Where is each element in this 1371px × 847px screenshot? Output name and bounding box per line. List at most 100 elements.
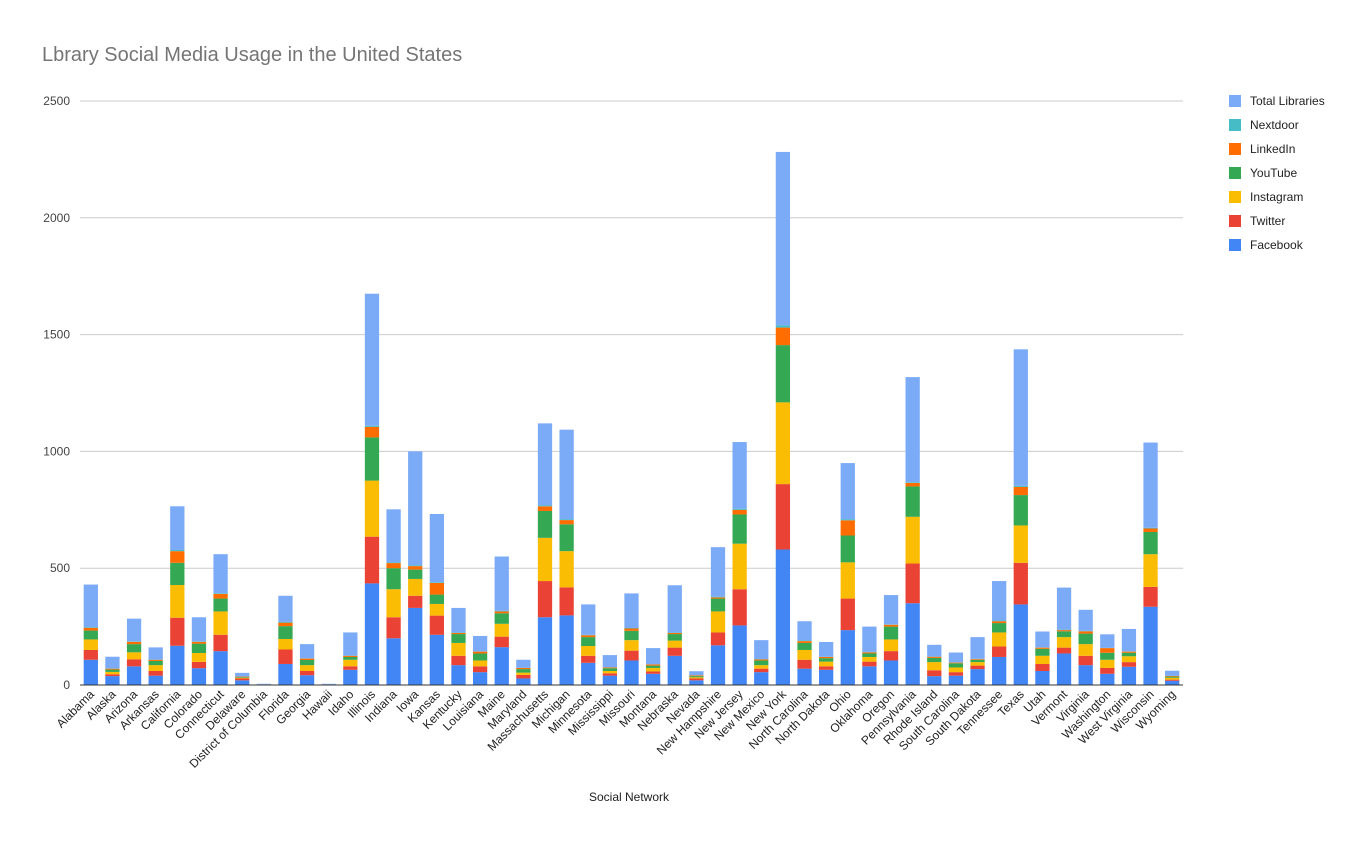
bar-segment — [386, 563, 401, 569]
bar-segment — [364, 536, 380, 584]
bar-segment — [83, 584, 98, 628]
bar-stack — [948, 652, 964, 685]
bar-segment — [494, 613, 509, 624]
bar-segment — [83, 639, 98, 650]
bar-segment — [1121, 651, 1137, 653]
bar-segment — [170, 549, 185, 552]
bar-segment — [386, 638, 401, 685]
bar-segment — [710, 598, 726, 612]
bar-segment — [299, 660, 315, 666]
bar-stack — [689, 671, 704, 685]
bar-segment — [797, 649, 812, 660]
legend: Total Libraries Nextdoor LinkedIn YouTube In… — [1229, 94, 1325, 252]
bar-segment — [278, 649, 293, 664]
bar-segment — [1078, 655, 1093, 666]
bar-segment — [1035, 631, 1050, 648]
bar-segment — [343, 659, 358, 667]
bar-stack — [429, 514, 444, 685]
bar-segment — [883, 626, 899, 640]
bar-segment — [494, 636, 509, 648]
bar-stack — [732, 442, 747, 685]
y-tick-label: 500 — [50, 561, 70, 575]
bar-segment — [992, 623, 1007, 633]
bar-segment — [883, 651, 899, 661]
bar-segment — [645, 648, 661, 665]
bar-segment — [83, 627, 98, 628]
bar-segment — [819, 661, 834, 667]
bar-segment — [1165, 670, 1180, 676]
bar-stack — [235, 672, 250, 685]
bar-segment — [667, 655, 682, 685]
bar-stack — [992, 581, 1007, 685]
bar-segment — [516, 672, 531, 675]
bar-segment — [537, 506, 553, 511]
bar-segment — [1165, 679, 1180, 681]
bar-segment — [559, 429, 574, 520]
bar-segment — [862, 666, 877, 685]
bar-segment — [581, 645, 596, 656]
bar-segment — [1056, 653, 1072, 685]
legend-label: YouTube — [1250, 166, 1297, 180]
bar-segment — [170, 551, 185, 563]
bar-segment — [1035, 670, 1050, 685]
bar-segment — [1078, 633, 1093, 645]
bar-segment — [797, 641, 812, 643]
bar-segment — [1078, 631, 1093, 634]
bar-segment — [559, 520, 574, 525]
bar-segment — [1121, 652, 1137, 657]
bar-segment — [559, 587, 574, 616]
bar-segment — [191, 661, 207, 669]
bar-segment — [105, 669, 120, 672]
bar-segment — [1100, 659, 1115, 668]
legend-label: Instagram — [1250, 190, 1303, 204]
bar-segment — [754, 672, 769, 685]
bar-segment — [213, 634, 228, 652]
bar-segment — [948, 672, 964, 676]
bar-segment — [451, 607, 466, 633]
bar-segment — [148, 670, 163, 676]
bar-segment — [451, 665, 466, 685]
bar-segment — [948, 675, 964, 685]
bar-segment — [537, 510, 553, 538]
bar-segment — [126, 652, 142, 660]
bar-stack — [537, 423, 553, 685]
bar-segment — [992, 646, 1007, 657]
bar-segment — [126, 618, 142, 642]
bar-segment — [927, 656, 942, 658]
y-tick-label: 2500 — [43, 94, 70, 108]
bar-stack — [1056, 587, 1072, 685]
bar-segment — [1143, 554, 1158, 587]
bar-segment — [1100, 634, 1115, 648]
bar-segment — [754, 640, 769, 660]
bar-stack — [1165, 670, 1180, 685]
bar-segment — [883, 639, 899, 652]
bar-segment — [408, 451, 423, 566]
bar-segment — [1121, 662, 1137, 667]
bar-stack — [213, 554, 228, 685]
bar-segment — [278, 595, 293, 622]
bar-segment — [1165, 676, 1180, 678]
bar-stack — [840, 463, 855, 685]
bar-segment — [667, 634, 682, 641]
bar-segment — [797, 668, 812, 685]
bar-segment — [170, 617, 185, 646]
legend-label: Total Libraries — [1250, 94, 1325, 108]
bar-stack — [83, 584, 98, 685]
bar-segment — [235, 672, 250, 677]
bar-segment — [1143, 531, 1158, 555]
bar-segment — [992, 620, 1007, 622]
bar-segment — [1056, 587, 1072, 630]
bar-segment — [689, 678, 704, 681]
bar-segment — [948, 652, 964, 663]
legend-item: Total Libraries — [1229, 94, 1325, 108]
bar-segment — [689, 676, 704, 678]
bar-segment — [559, 551, 574, 588]
bar-segment — [364, 425, 380, 427]
bar-segment — [1165, 680, 1180, 685]
bar-segment — [840, 598, 855, 631]
bar-segment — [408, 569, 423, 579]
bar-stack — [386, 509, 401, 685]
bar-segment — [213, 593, 228, 599]
bar-segment — [1056, 631, 1072, 638]
bar-segment — [905, 563, 920, 604]
